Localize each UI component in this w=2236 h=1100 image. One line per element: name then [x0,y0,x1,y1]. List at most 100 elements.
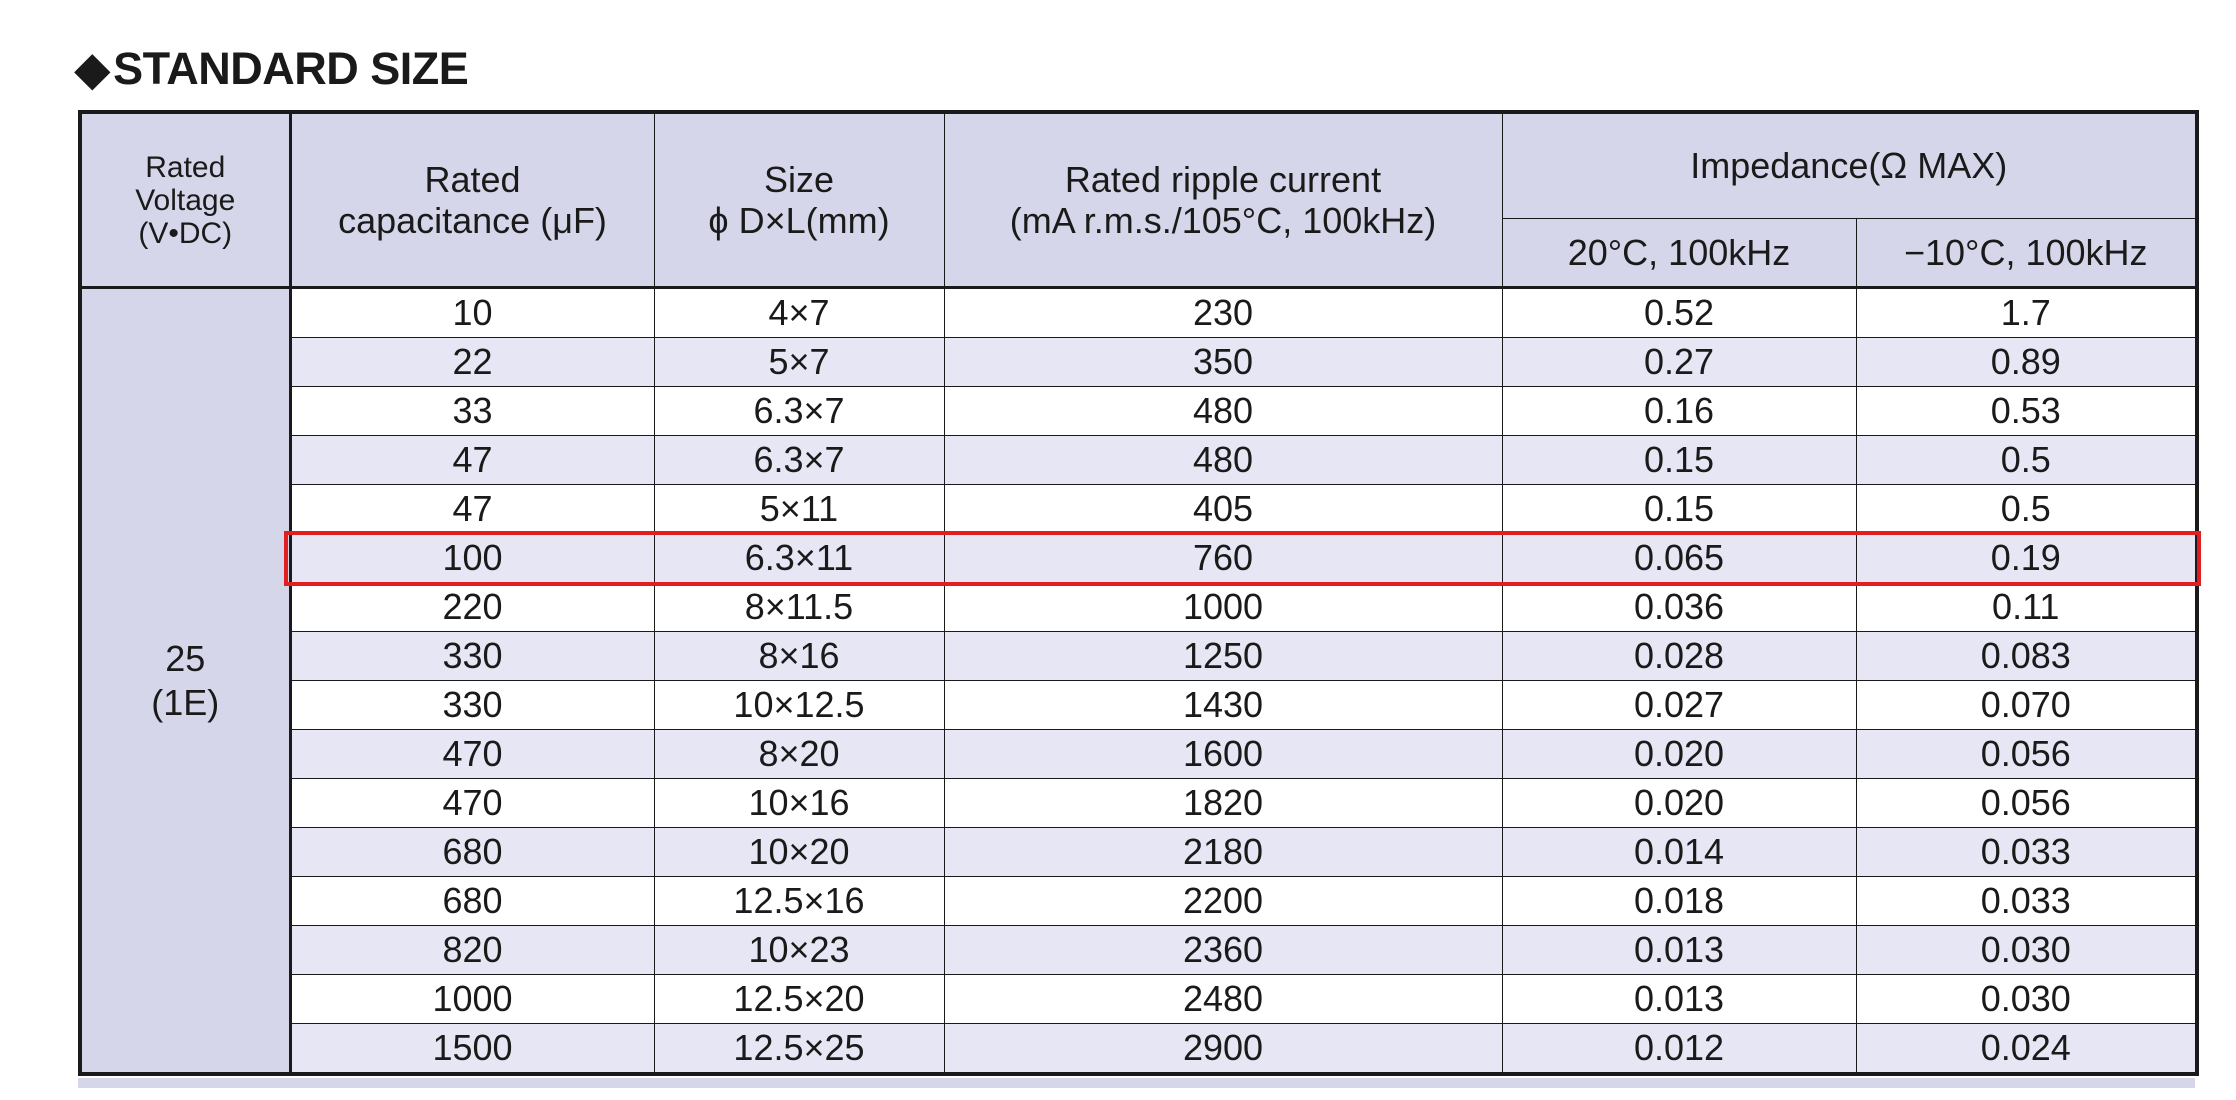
ripple-current-cell: 1000 [943,582,1503,632]
rated-voltage-value: 25 [165,638,206,680]
impedance-20c-cell: 0.013 [1501,925,1857,975]
capacitance-cell: 470 [289,729,655,779]
table-row: 1500 12.5×25 2900 0.012 0.024 [80,1023,2198,1075]
ripple-current-cell: 1430 [943,680,1503,730]
diamond-bullet-icon: ◆ [75,43,110,94]
impedance-20c-cell: 0.036 [1501,582,1857,632]
header-rated-capacitance: Rated capacitance (μF) [289,111,655,289]
capacitance-cell: 10 [289,287,655,338]
impedance-20c-cell: 0.065 [1501,533,1857,583]
impedance-minus10c-cell: 0.19 [1855,533,2198,583]
table-row: 680 10×20 2180 0.014 0.033 [80,827,2198,877]
capacitance-cell: 1500 [289,1023,655,1075]
impedance-minus10c-cell: 0.033 [1855,876,2198,926]
next-voltage-group-stub [78,1078,2195,1088]
header-rated-ripple-current: Rated ripple current (mA r.m.s./105°C, 1… [943,111,1503,289]
impedance-20c-cell: 0.15 [1501,435,1857,485]
impedance-minus10c-cell: 0.070 [1855,680,2198,730]
size-cell: 6.3×7 [653,435,945,485]
table-row: 1000 12.5×20 2480 0.013 0.030 [80,974,2198,1024]
table-row: 820 10×23 2360 0.013 0.030 [80,925,2198,975]
ripple-current-cell: 230 [943,287,1503,338]
impedance-minus10c-cell: 0.53 [1855,386,2198,436]
capacitance-cell: 1000 [289,974,655,1024]
rated-voltage-cell: 25 (1E) [79,287,292,1075]
impedance-minus10c-cell: 0.024 [1855,1023,2198,1075]
capacitance-cell: 680 [289,876,655,926]
capacitance-cell: 100 [289,533,655,583]
table-row: 220 8×11.5 1000 0.036 0.11 [80,582,2198,632]
capacitance-cell: 330 [289,680,655,730]
table-row: 330 8×16 1250 0.028 0.083 [80,631,2198,681]
header-size: Size ϕ D×L(mm) [653,111,945,289]
table-header: Rated Voltage (V•DC) Rated capacitance (… [79,111,2198,289]
capacitance-cell: 220 [289,582,655,632]
ripple-current-cell: 1250 [943,631,1503,681]
size-cell: 8×11.5 [653,582,945,632]
impedance-minus10c-cell: 0.033 [1855,827,2198,877]
table-body: 25 (1E) 10 4×7 230 0.52 1.7 22 5×7 350 0.27 0.89 33 6… [79,287,2198,1075]
impedance-minus10c-cell: 0.5 [1855,435,2198,485]
impedance-minus10c-cell: 0.083 [1855,631,2198,681]
impedance-minus10c-cell: 0.5 [1855,484,2198,534]
capacitance-cell: 470 [289,778,655,828]
header-rated-voltage: Rated Voltage (V•DC) [79,111,292,289]
table-row: 680 12.5×16 2200 0.018 0.033 [80,876,2198,926]
size-cell: 10×23 [653,925,945,975]
table-row: 100 6.3×11 760 0.065 0.19 [80,533,2198,583]
ripple-current-cell: 2200 [943,876,1503,926]
ripple-current-cell: 350 [943,337,1503,387]
ripple-current-cell: 480 [943,435,1503,485]
table-row: 470 8×20 1600 0.020 0.056 [80,729,2198,779]
impedance-minus10c-cell: 0.89 [1855,337,2198,387]
impedance-20c-cell: 0.16 [1501,386,1857,436]
capacitance-cell: 680 [289,827,655,877]
impedance-minus10c-cell: 0.11 [1855,582,2198,632]
capacitance-cell: 47 [289,435,655,485]
ripple-current-cell: 2360 [943,925,1503,975]
size-cell: 12.5×16 [653,876,945,926]
size-cell: 10×16 [653,778,945,828]
size-cell: 8×20 [653,729,945,779]
capacitance-cell: 47 [289,484,655,534]
impedance-minus10c-cell: 0.030 [1855,925,2198,975]
impedance-20c-cell: 0.018 [1501,876,1857,926]
capacitance-cell: 820 [289,925,655,975]
impedance-20c-cell: 0.15 [1501,484,1857,534]
standard-size-table: Rated Voltage (V•DC) Rated capacitance (… [78,110,2199,1076]
capacitance-cell: 33 [289,386,655,436]
impedance-minus10c-cell: 0.030 [1855,974,2198,1024]
impedance-20c-cell: 0.027 [1501,680,1857,730]
impedance-20c-cell: 0.020 [1501,778,1857,828]
size-cell: 6.3×7 [653,386,945,436]
impedance-minus10c-cell: 1.7 [1855,287,2198,338]
impedance-20c-cell: 0.020 [1501,729,1857,779]
impedance-minus10c-cell: 0.056 [1855,778,2198,828]
table-row: 22 5×7 350 0.27 0.89 [80,337,2198,387]
impedance-20c-cell: 0.013 [1501,974,1857,1024]
ripple-current-cell: 2480 [943,974,1503,1024]
section-title: ◆STANDARD SIZE [75,42,469,95]
capacitance-cell: 330 [289,631,655,681]
size-cell: 12.5×20 [653,974,945,1024]
size-cell: 8×16 [653,631,945,681]
impedance-20c-cell: 0.52 [1501,287,1857,338]
header-impedance: Impedance(Ω MAX) [1501,111,2198,219]
ripple-current-cell: 480 [943,386,1503,436]
impedance-20c-cell: 0.028 [1501,631,1857,681]
section-title-text: STANDARD SIZE [113,43,469,94]
impedance-20c-cell: 0.27 [1501,337,1857,387]
impedance-20c-cell: 0.012 [1501,1023,1857,1075]
size-cell: 10×12.5 [653,680,945,730]
table-row: 330 10×12.5 1430 0.027 0.070 [80,680,2198,730]
table-row: 470 10×16 1820 0.020 0.056 [80,778,2198,828]
impedance-minus10c-cell: 0.056 [1855,729,2198,779]
size-cell: 5×11 [653,484,945,534]
ripple-current-cell: 760 [943,533,1503,583]
ripple-current-cell: 1600 [943,729,1503,779]
table-row: 47 5×11 405 0.15 0.5 [80,484,2198,534]
ripple-current-cell: 405 [943,484,1503,534]
table-row: 47 6.3×7 480 0.15 0.5 [80,435,2198,485]
table-row: 33 6.3×7 480 0.16 0.53 [80,386,2198,436]
ripple-current-cell: 1820 [943,778,1503,828]
